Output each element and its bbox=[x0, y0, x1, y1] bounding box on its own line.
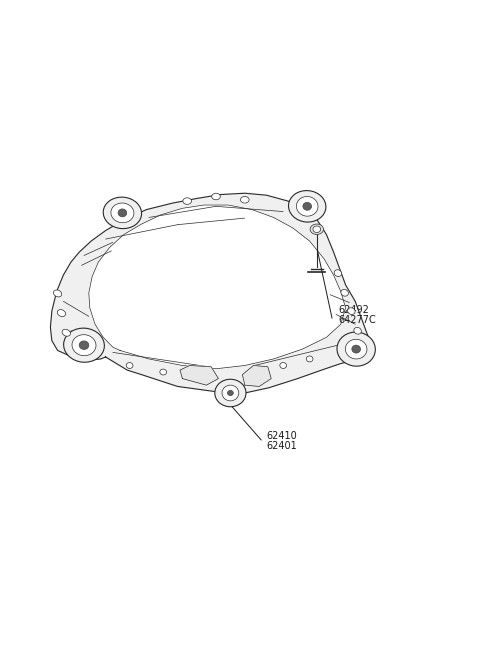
Ellipse shape bbox=[64, 328, 104, 362]
Text: 64277C: 64277C bbox=[338, 315, 376, 325]
Ellipse shape bbox=[103, 197, 142, 229]
Ellipse shape bbox=[240, 196, 249, 203]
Ellipse shape bbox=[57, 310, 66, 316]
Ellipse shape bbox=[72, 335, 96, 356]
Ellipse shape bbox=[160, 369, 167, 375]
Polygon shape bbox=[50, 193, 372, 396]
Ellipse shape bbox=[337, 332, 375, 366]
Ellipse shape bbox=[313, 226, 321, 233]
Ellipse shape bbox=[306, 356, 313, 362]
Ellipse shape bbox=[212, 193, 220, 200]
Ellipse shape bbox=[62, 329, 71, 336]
Ellipse shape bbox=[228, 390, 233, 396]
Polygon shape bbox=[180, 365, 218, 385]
Ellipse shape bbox=[118, 209, 127, 217]
Ellipse shape bbox=[354, 328, 361, 334]
Ellipse shape bbox=[352, 345, 360, 353]
Polygon shape bbox=[89, 205, 346, 369]
Text: 62410: 62410 bbox=[266, 431, 297, 441]
Ellipse shape bbox=[183, 198, 192, 204]
Ellipse shape bbox=[341, 290, 348, 296]
Ellipse shape bbox=[53, 290, 62, 297]
Ellipse shape bbox=[126, 362, 133, 369]
Ellipse shape bbox=[79, 341, 89, 350]
Ellipse shape bbox=[303, 202, 312, 210]
Polygon shape bbox=[242, 365, 271, 386]
Ellipse shape bbox=[280, 362, 287, 369]
Ellipse shape bbox=[222, 385, 239, 401]
Ellipse shape bbox=[111, 203, 134, 223]
Text: 62492: 62492 bbox=[338, 305, 370, 315]
Ellipse shape bbox=[297, 196, 318, 216]
Ellipse shape bbox=[346, 339, 367, 359]
Ellipse shape bbox=[310, 224, 324, 234]
Ellipse shape bbox=[334, 270, 342, 276]
Text: 62401: 62401 bbox=[266, 441, 297, 451]
Ellipse shape bbox=[348, 308, 355, 314]
Ellipse shape bbox=[215, 379, 246, 407]
Ellipse shape bbox=[288, 191, 326, 222]
